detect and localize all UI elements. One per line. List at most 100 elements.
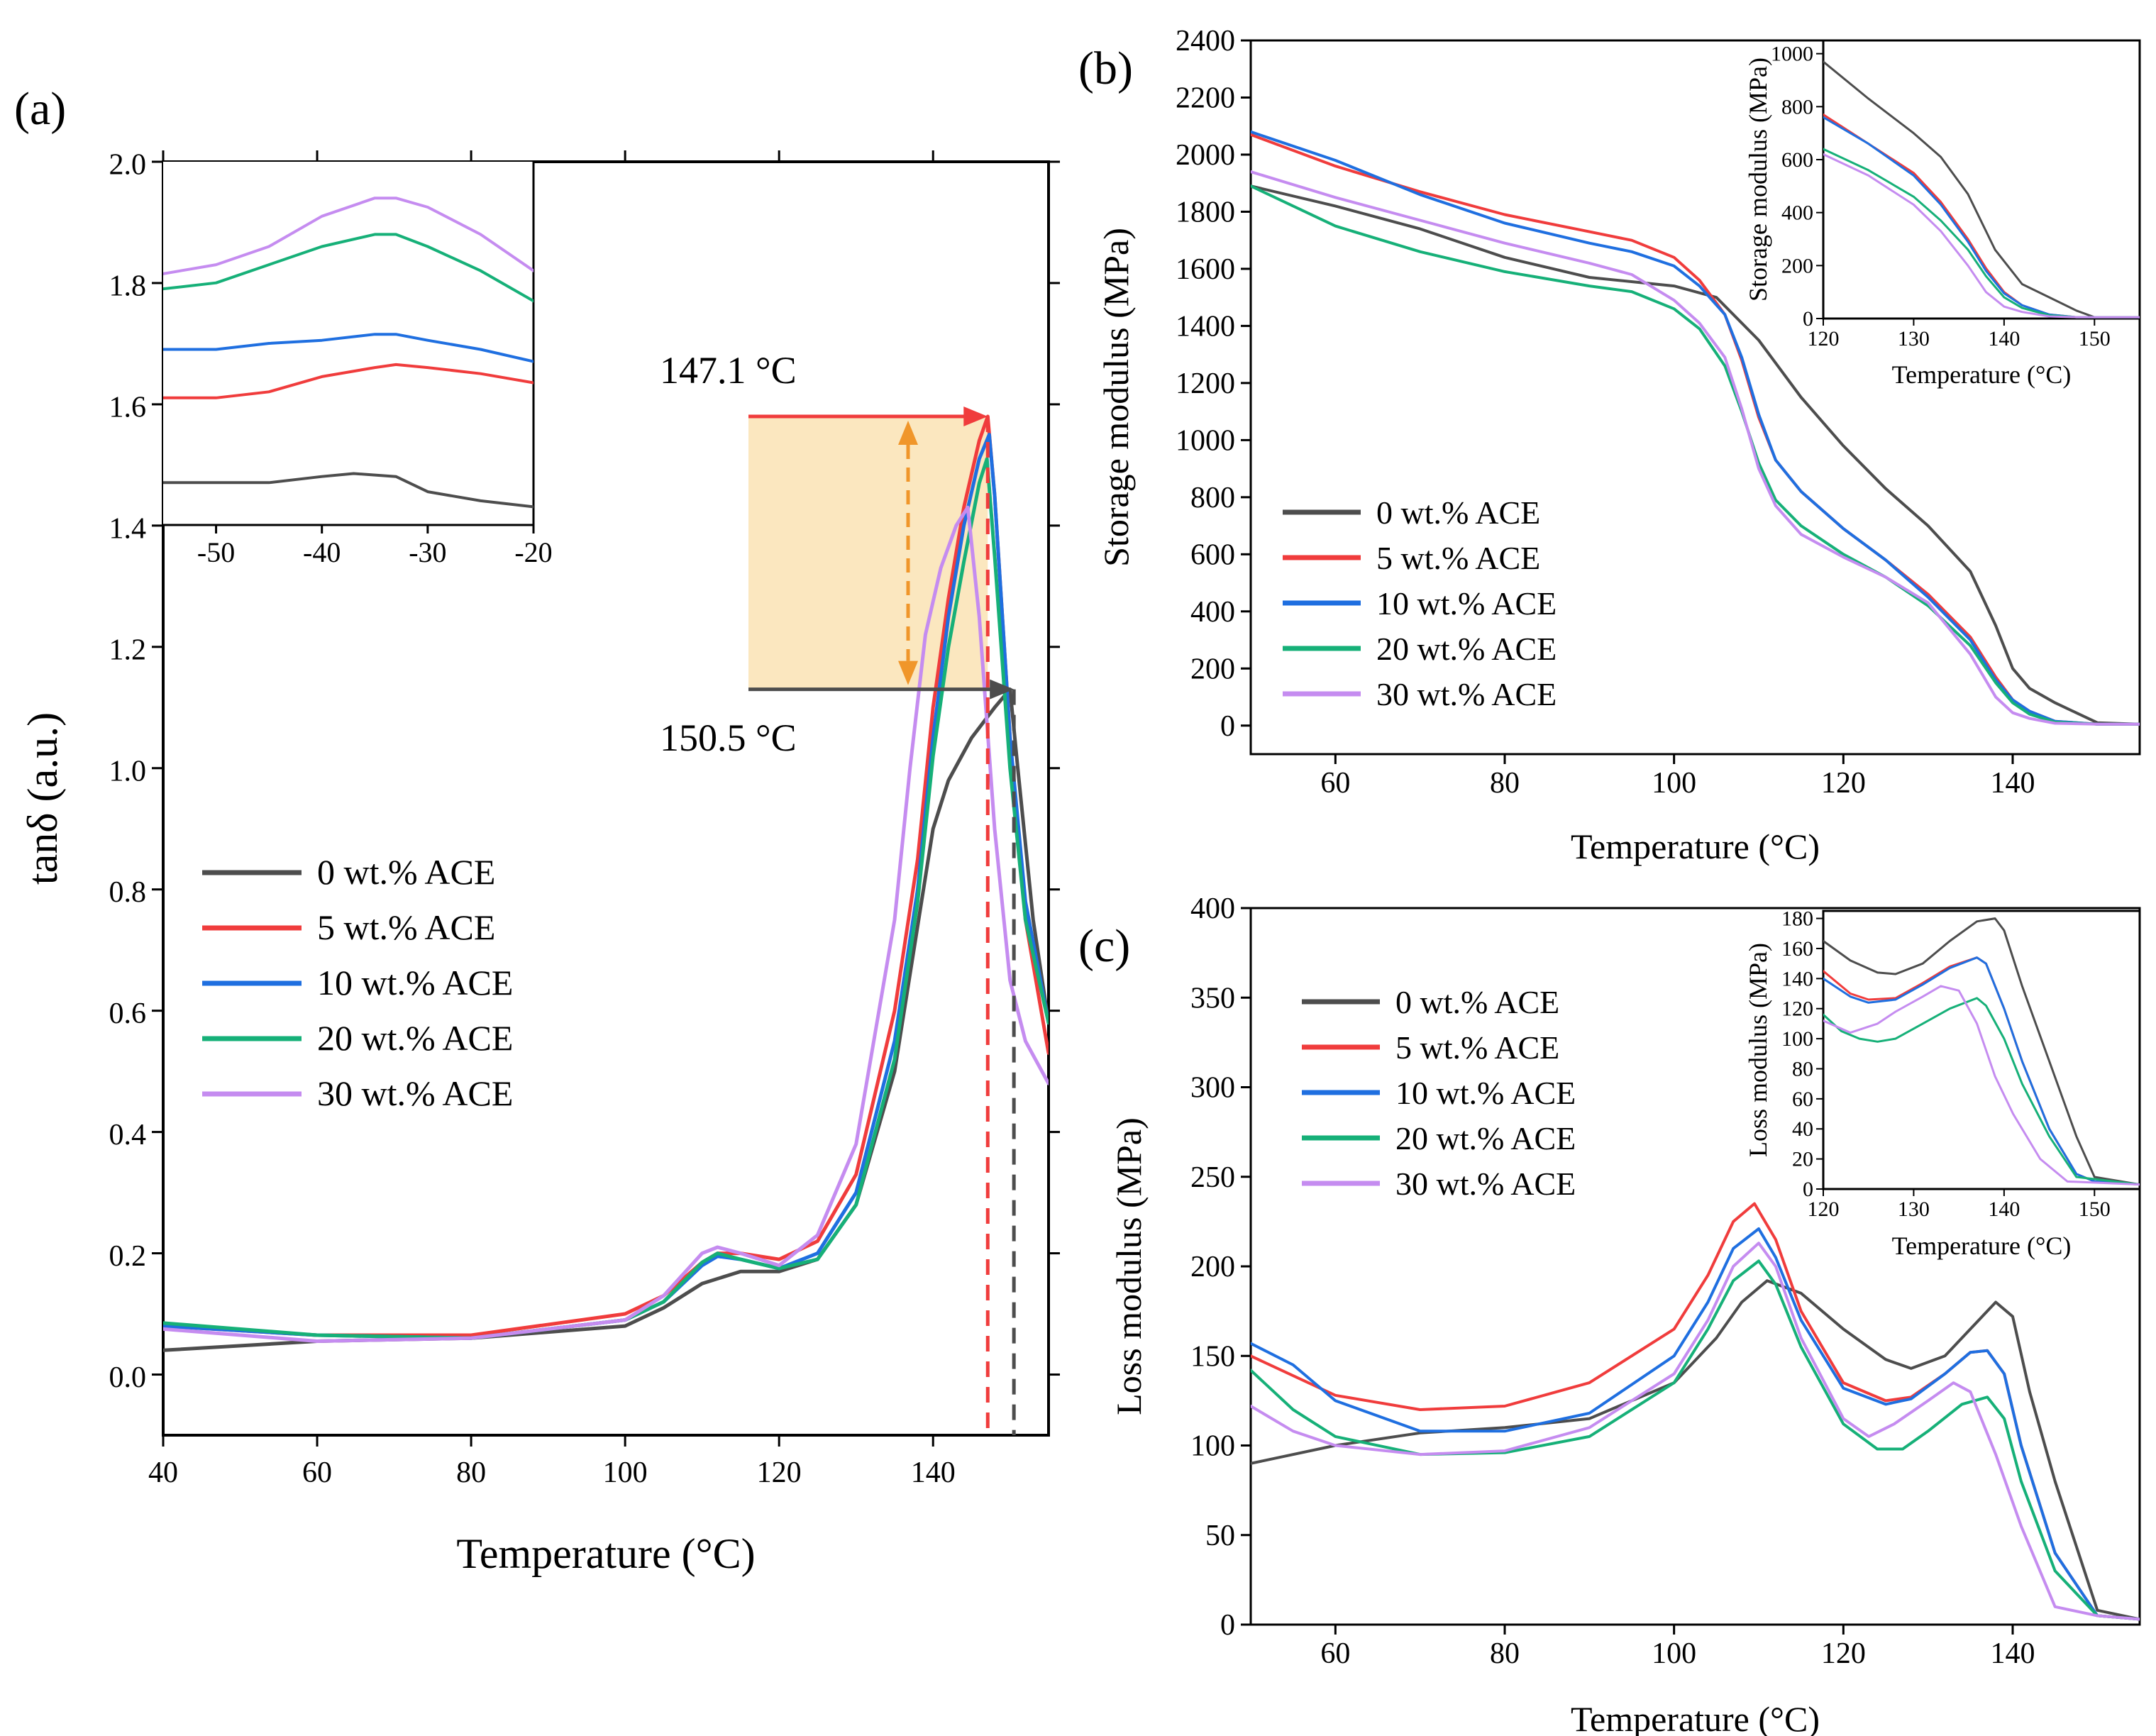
series-line-1 xyxy=(163,363,534,399)
annotation-147: 147.1 °C xyxy=(660,349,797,392)
inset-y-tick-label: 140 xyxy=(1781,967,1813,990)
y-tick-label: 0 xyxy=(1220,1609,1235,1642)
inset-y-tick-label: 20 xyxy=(1792,1148,1813,1171)
series-line-2 xyxy=(1823,956,2140,1186)
delta-arrowhead-up xyxy=(898,421,918,445)
series-line-3 xyxy=(1251,184,2140,726)
y-tick-label: 0 xyxy=(1220,710,1235,743)
inset-frame xyxy=(1822,39,2141,320)
y-tick-label: 1000 xyxy=(1176,424,1235,457)
inset-y-tick-label: 0 xyxy=(1803,307,1813,331)
y-tick-label: 0.6 xyxy=(109,997,147,1030)
y-tick-label: 2200 xyxy=(1176,82,1235,114)
x-axis-title: Temperature (°C) xyxy=(1571,1699,1820,1736)
inset-background xyxy=(163,162,534,525)
legend-label: 5 wt.% ACE xyxy=(1395,1029,1559,1066)
x-axis-title: Temperature (°C) xyxy=(456,1530,755,1577)
x-tick-label: 120 xyxy=(1821,767,1866,800)
x-tick-label: 120 xyxy=(757,1456,802,1489)
x-tick-label: 60 xyxy=(1320,1637,1350,1670)
panel-label: (c) xyxy=(1078,920,1130,972)
legend-label: 0 wt.% ACE xyxy=(1376,494,1540,531)
inset-x-tick-label: 120 xyxy=(1808,327,1840,350)
annotation-band xyxy=(748,416,988,690)
y-tick-label: 1200 xyxy=(1176,367,1235,400)
inset-y-tick-label: 40 xyxy=(1792,1117,1813,1141)
series-line-4 xyxy=(163,197,534,275)
panel-label: (a) xyxy=(14,83,66,135)
x-tick-label: 120 xyxy=(1821,1637,1866,1670)
legend-label: 20 wt.% ACE xyxy=(1376,631,1557,667)
inset-y-tick-label: 400 xyxy=(1781,201,1813,225)
panel-label: (b) xyxy=(1078,43,1133,94)
inset-x-tick-label: -40 xyxy=(303,536,341,568)
y-tick-label: 0.2 xyxy=(109,1240,147,1273)
delta-arrowhead-down xyxy=(898,660,918,685)
legend-label: 10 wt.% ACE xyxy=(1395,1075,1576,1111)
y-tick-label: 200 xyxy=(1190,1251,1235,1283)
series-line-3 xyxy=(1251,1259,2140,1621)
y-tick-label: 100 xyxy=(1190,1430,1235,1463)
y-tick-label: 0.0 xyxy=(109,1361,147,1394)
y-tick-label: 1600 xyxy=(1176,253,1235,286)
y-tick-label: 1.6 xyxy=(109,391,147,424)
inset-y-tick-label: 600 xyxy=(1781,148,1813,172)
inset-x-title: Temperature (°C) xyxy=(1892,1232,2072,1260)
arrowhead-147 xyxy=(963,407,988,426)
x-axis-title: Temperature (°C) xyxy=(1571,826,1820,866)
y-tick-label: 350 xyxy=(1190,982,1235,1014)
series-line-1 xyxy=(1251,1202,2140,1621)
y-tick-label: 2400 xyxy=(1176,25,1235,57)
x-tick-label: 100 xyxy=(1652,1637,1696,1670)
y-tick-label: 600 xyxy=(1190,538,1235,571)
x-tick-label: 60 xyxy=(1320,767,1350,800)
arrowhead-150 xyxy=(990,679,1015,700)
series-line-3 xyxy=(163,233,534,303)
y-axis-title: tanδ (a.u.) xyxy=(19,712,66,885)
series-line-4 xyxy=(163,505,1049,1343)
y-axis-title: Loss modulus (MPa) xyxy=(1109,1117,1149,1415)
y-tick-label: 250 xyxy=(1190,1161,1235,1194)
y-axis-title: Storage modulus (MPa) xyxy=(1096,228,1136,567)
x-tick-label: 140 xyxy=(1991,1637,2035,1670)
legend-label: 30 wt.% ACE xyxy=(1376,676,1557,712)
annotation-150: 150.5 °C xyxy=(660,717,797,759)
inset-y-tick-label: 80 xyxy=(1792,1057,1813,1080)
y-tick-label: 2.0 xyxy=(109,149,147,182)
y-tick-label: 400 xyxy=(1190,892,1235,925)
y-tick-label: 0.8 xyxy=(109,876,147,909)
x-tick-label: 140 xyxy=(911,1456,956,1489)
y-tick-label: 50 xyxy=(1205,1520,1235,1552)
series-line-0 xyxy=(163,687,1049,1352)
series-line-2 xyxy=(1251,130,2140,726)
legend-label: 30 wt.% ACE xyxy=(317,1073,513,1113)
x-tick-label: 80 xyxy=(1490,767,1520,800)
legend-label: 20 wt.% ACE xyxy=(317,1018,513,1058)
inset-y-tick-label: 60 xyxy=(1792,1088,1813,1111)
x-tick-label: 60 xyxy=(302,1456,332,1489)
series-line-0 xyxy=(163,472,534,509)
y-tick-label: 2000 xyxy=(1176,139,1235,172)
y-tick-label: 200 xyxy=(1190,653,1235,685)
series-line-0 xyxy=(1251,184,2140,726)
inset-x-tick-label: 150 xyxy=(2079,1198,2111,1221)
inset-x-tick-label: 120 xyxy=(1808,1198,1840,1221)
inset-y-tick-label: 100 xyxy=(1781,1027,1813,1051)
inset-y-tick-label: 120 xyxy=(1781,997,1813,1021)
series-line-4 xyxy=(1251,1242,2140,1621)
plot-frame xyxy=(162,160,1050,1437)
x-tick-label: 80 xyxy=(456,1456,486,1489)
inset-x-tick-label: 130 xyxy=(1898,1198,1930,1221)
x-tick-label: 80 xyxy=(1490,1637,1520,1670)
inset-y-title: Loss modulus (MPa) xyxy=(1744,943,1772,1157)
y-tick-label: 1.8 xyxy=(109,270,147,302)
inset-x-tick-label: -50 xyxy=(197,536,235,568)
y-tick-label: 1800 xyxy=(1176,196,1235,228)
series-line-0 xyxy=(1823,917,2140,1186)
y-tick-label: 150 xyxy=(1190,1340,1235,1373)
series-line-3 xyxy=(163,457,1049,1340)
legend-label: 5 wt.% ACE xyxy=(317,907,495,947)
series-line-3 xyxy=(1823,997,2140,1186)
y-tick-label: 1400 xyxy=(1176,310,1235,343)
inset-x-title: Temperature (°C) xyxy=(1892,360,2072,389)
